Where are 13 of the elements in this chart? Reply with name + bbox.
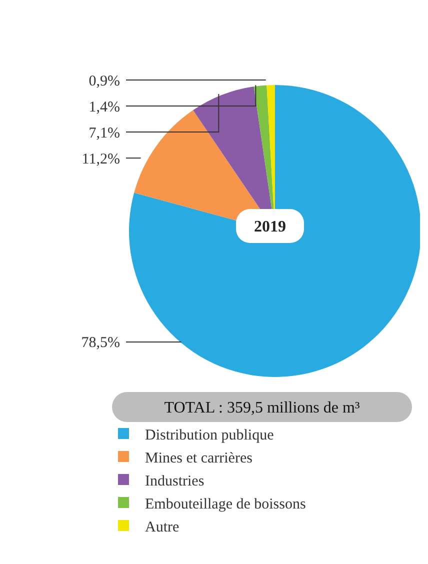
legend-label: Industries xyxy=(145,473,204,490)
data-label: 78,5% xyxy=(81,335,120,352)
text: 2019 xyxy=(254,218,286,236)
data-label: 1,4% xyxy=(88,99,120,116)
legend-label: Autre xyxy=(145,519,180,536)
text: TOTAL : 359,5 millions de m³ xyxy=(164,400,360,417)
pie-slice xyxy=(129,85,420,377)
legend-label: Distribution publique xyxy=(145,427,274,444)
data-label: 7,1% xyxy=(88,125,120,142)
legend-label: Embouteillage de boissons xyxy=(145,496,306,512)
data-label: 11,2% xyxy=(82,151,120,168)
legend-label: Mines et carrières xyxy=(145,450,253,466)
data-label: 0,9% xyxy=(88,73,120,90)
